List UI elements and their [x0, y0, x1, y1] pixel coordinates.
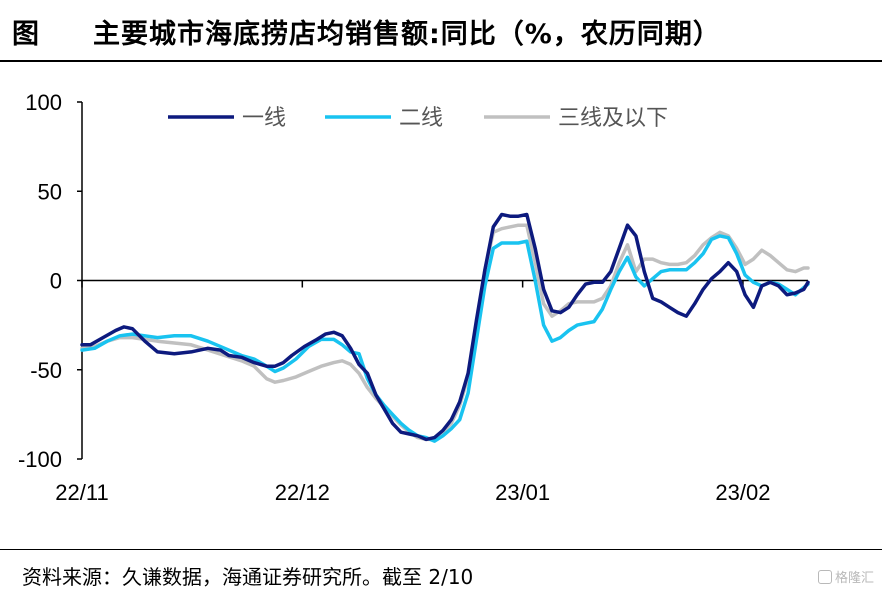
chart-title-row: 图 主要城市海底捞店均销售额:同比（%，农历同期） — [0, 0, 882, 58]
title-rule — [0, 60, 882, 62]
figure-label: 图 — [12, 19, 39, 50]
series-line-1 — [80, 212, 810, 442]
x-tick-label: 23/02 — [715, 480, 770, 505]
x-tick-label: 23/01 — [495, 480, 550, 505]
y-tick-label: 50 — [38, 179, 62, 204]
y-tick-label: -50 — [30, 358, 62, 383]
watermark-logo-icon — [817, 570, 832, 584]
x-tick-label: 22/11 — [55, 480, 108, 505]
y-tick-label: 0 — [50, 269, 62, 294]
chart-title: 主要城市海底捞店均销售额:同比（%，农历同期） — [93, 19, 721, 50]
y-tick-label: -100 — [18, 447, 62, 472]
y-tick-label: 100 — [25, 90, 62, 115]
legend: 一线 二线 三线及以下 — [168, 106, 668, 131]
source-rule — [0, 549, 882, 550]
line-chart: 100 50 0 -50 -100 22/11 22/12 23/01 23/02 一线 二线 三线… — [18, 90, 810, 505]
watermark: 格隆汇 — [817, 567, 874, 586]
legend-label: 三线及以下 — [558, 106, 668, 131]
watermark-text: 格隆汇 — [834, 571, 874, 586]
series-layer — [80, 212, 810, 443]
legend-label: 一线 — [242, 106, 286, 131]
legend-label: 二线 — [399, 106, 443, 131]
x-tick-label: 22/12 — [275, 480, 330, 505]
axes: 100 50 0 -50 -100 22/11 22/12 23/01 23/02 — [18, 90, 808, 505]
source-note: 资料来源：久谦数据，海通证券研究所。截至 2/10 — [22, 565, 474, 589]
series-line-2 — [80, 234, 810, 443]
